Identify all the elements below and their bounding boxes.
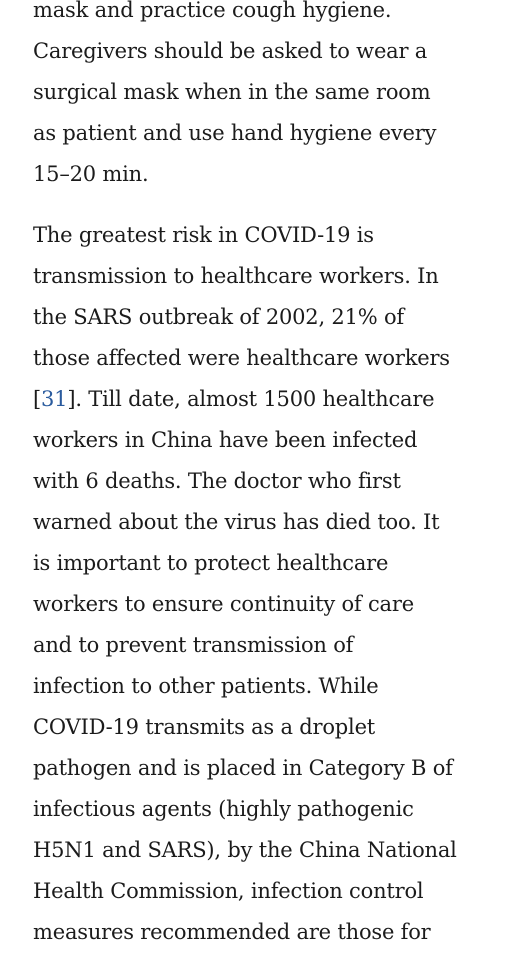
text-line: warned about the virus has died too. It <box>33 510 440 534</box>
text-line: and to prevent transmission of <box>33 633 354 657</box>
text-line: infection to other patients. While <box>33 674 379 698</box>
article-body: mask and practice cough hygiene. Caregiv… <box>33 0 495 953</box>
text-line: mask and practice cough hygiene. <box>33 0 392 22</box>
text-line: 15–20 min. <box>33 162 149 186</box>
text-line: COVID-19 transmits as a droplet <box>33 715 376 739</box>
citation-link[interactable]: 31 <box>41 387 68 411</box>
text-line: H5N1 and SARS), by the China National <box>33 838 457 862</box>
paragraph-healthcare-worker-risk: The greatest risk in COVID-19 is transmi… <box>33 215 495 953</box>
text-line: Caregivers should be asked to wear a <box>33 39 428 63</box>
text-line: pathogen and is placed in Category B of <box>33 756 453 780</box>
text-line-rest: ]. Till date, almost 1500 healthcare <box>67 387 435 411</box>
text-line: workers in China have been infected <box>33 428 418 452</box>
text-line: infectious agents (highly pathogenic <box>33 797 414 821</box>
text-line: The greatest risk in COVID-19 is <box>33 223 374 247</box>
text-line: transmission to healthcare workers. In <box>33 264 439 288</box>
citation-bracket-open: [ <box>33 387 41 411</box>
text-line: as patient and use hand hygiene every <box>33 121 437 145</box>
paragraph-caregiver-hygiene: mask and practice cough hygiene. Caregiv… <box>33 0 495 195</box>
text-line: surgical mask when in the same room <box>33 80 431 104</box>
text-line: with 6 deaths. The doctor who first <box>33 469 401 493</box>
text-line-with-citation: [31]. Till date, almost 1500 healthcare <box>33 379 495 420</box>
text-line: is important to protect healthcare <box>33 551 389 575</box>
text-line: workers to ensure continuity of care <box>33 592 414 616</box>
text-line: measures recommended are those for <box>33 920 431 944</box>
text-line: those affected were healthcare workers <box>33 346 450 370</box>
text-line: the SARS outbreak of 2002, 21% of <box>33 305 404 329</box>
text-line: Health Commission, infection control <box>33 879 424 903</box>
